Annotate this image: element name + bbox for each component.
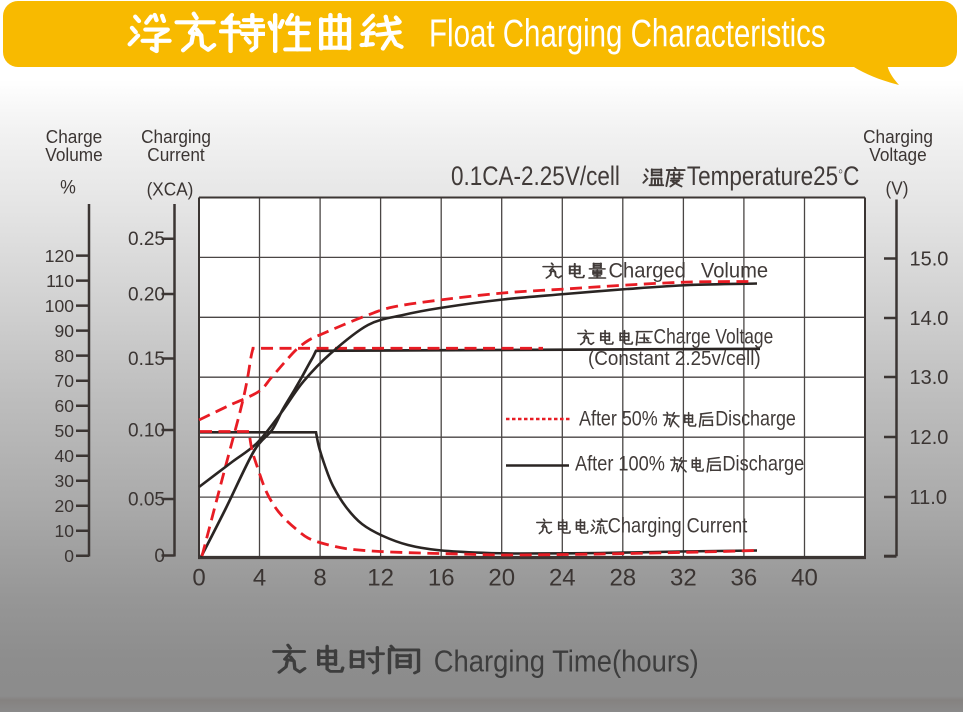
svg-text:0: 0 (154, 546, 165, 567)
svg-text:8: 8 (313, 565, 326, 592)
svg-text:40: 40 (55, 446, 75, 466)
svg-text:4: 4 (253, 565, 266, 592)
svg-text:32: 32 (670, 565, 697, 592)
svg-text:12: 12 (367, 565, 394, 592)
svg-text:10: 10 (55, 521, 75, 541)
svg-text:110: 110 (46, 271, 74, 291)
svg-text:14.0: 14.0 (910, 308, 949, 330)
svg-text:0.05: 0.05 (128, 490, 165, 511)
svg-text:50: 50 (55, 421, 75, 441)
svg-text:0: 0 (192, 565, 205, 592)
svg-text:120: 120 (45, 246, 74, 266)
svg-text:60: 60 (55, 396, 75, 416)
svg-text:0.15: 0.15 (128, 349, 165, 370)
svg-text:90: 90 (55, 321, 75, 341)
svg-text:11.0: 11.0 (910, 487, 947, 509)
svg-text:16: 16 (428, 565, 455, 592)
svg-text:30: 30 (55, 471, 75, 491)
svg-text:0: 0 (64, 546, 74, 566)
svg-text:24: 24 (549, 565, 576, 592)
svg-text:36: 36 (731, 565, 758, 592)
svg-text:20: 20 (488, 565, 515, 592)
svg-text:70: 70 (55, 371, 75, 391)
svg-text:0.20: 0.20 (128, 285, 165, 306)
svg-text:40: 40 (791, 565, 818, 592)
svg-text:100: 100 (45, 296, 74, 316)
svg-text:28: 28 (609, 565, 636, 592)
svg-text:0.10: 0.10 (128, 421, 165, 442)
svg-text:80: 80 (55, 346, 75, 366)
svg-text:15.0: 15.0 (910, 249, 949, 271)
svg-text:0.25: 0.25 (128, 229, 165, 250)
svg-text:20: 20 (55, 496, 75, 516)
svg-text:13.0: 13.0 (910, 367, 949, 389)
svg-text:12.0: 12.0 (910, 427, 949, 449)
